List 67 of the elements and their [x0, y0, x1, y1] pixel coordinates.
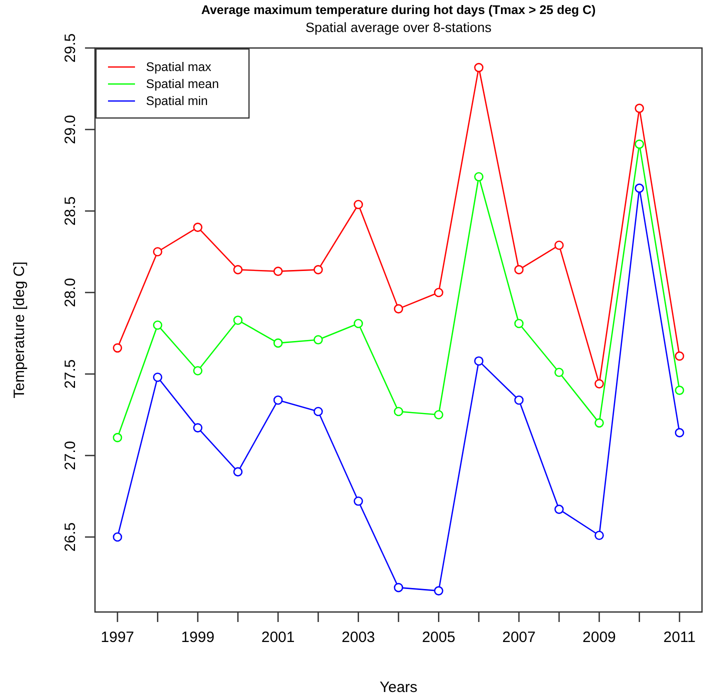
point [112, 432, 122, 442]
point [193, 423, 202, 432]
point [554, 240, 564, 250]
point [193, 222, 202, 232]
point [152, 247, 162, 256]
y-tick-label: 29.5 [62, 33, 79, 63]
y-tick-label: 28.5 [62, 196, 79, 226]
point [474, 62, 484, 72]
point [474, 356, 484, 366]
point [273, 395, 283, 405]
point [314, 335, 323, 344]
point [314, 406, 323, 416]
chart-subtitle: Spatial average over 8-stations [305, 20, 492, 35]
legend-label: Spatial max [146, 60, 212, 74]
point [112, 532, 122, 542]
x-tick-label: 2009 [582, 629, 616, 646]
point [514, 395, 524, 405]
legend-label: Spatial mean [146, 77, 220, 91]
point [152, 320, 162, 330]
point [354, 200, 364, 210]
point [354, 318, 364, 328]
point [112, 343, 122, 353]
point [273, 338, 283, 348]
point [514, 318, 524, 328]
point [233, 467, 243, 476]
point [434, 410, 444, 420]
point [273, 266, 283, 276]
chart-title: Average maximum temperature during hot days (Tmax > 25 deg C) [201, 3, 596, 17]
x-tick-label: 1997 [100, 629, 134, 646]
x-tick-label: 2011 [663, 629, 696, 646]
y-tick-label: 29.0 [62, 114, 79, 144]
point [314, 265, 323, 274]
x-tick-label: 2003 [342, 629, 376, 646]
point [434, 288, 444, 298]
point [634, 104, 644, 113]
point [554, 504, 564, 514]
x-tick-label: 2007 [502, 629, 536, 646]
x-tick-label: 1999 [181, 629, 214, 646]
point [474, 172, 484, 182]
point [594, 530, 604, 540]
y-tick-label: 26.5 [62, 522, 79, 552]
point [674, 351, 684, 361]
point [394, 582, 404, 592]
x-axis-title: Years [380, 679, 418, 696]
y-tick-label: 27.5 [62, 359, 79, 389]
point [674, 428, 684, 438]
point [394, 304, 404, 314]
point [233, 316, 243, 325]
x-tick-label: 2005 [422, 629, 456, 646]
point [434, 586, 444, 596]
x-tick-label: 2001 [261, 629, 295, 646]
point [354, 496, 364, 506]
point [514, 265, 524, 274]
legend-label: Spatial min [146, 94, 208, 108]
point [193, 366, 202, 376]
point [394, 406, 404, 416]
y-tick-label: 27.0 [62, 440, 79, 470]
y-axis-title: Temperature [deg C] [11, 262, 28, 398]
point [674, 386, 684, 395]
point [634, 184, 644, 193]
point [554, 368, 564, 378]
point [233, 265, 243, 274]
point [594, 418, 604, 428]
point [634, 140, 644, 149]
point [152, 372, 162, 382]
y-tick-label: 28.0 [62, 278, 79, 308]
point [594, 379, 604, 388]
